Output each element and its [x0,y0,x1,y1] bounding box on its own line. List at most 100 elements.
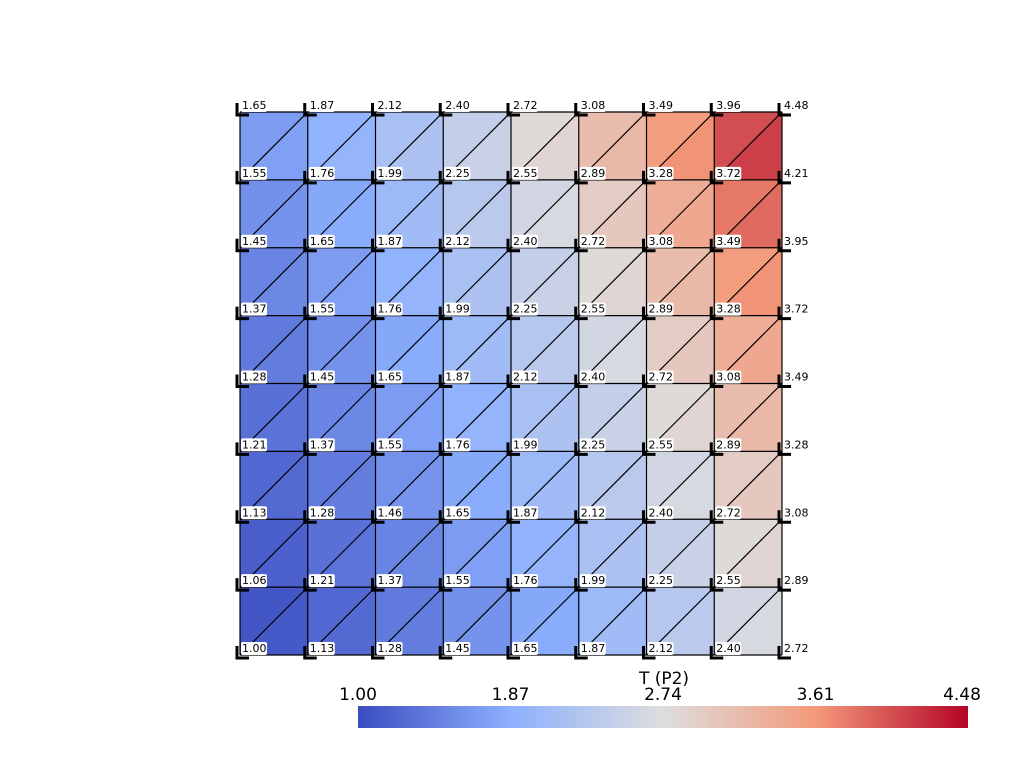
point-label-box [783,234,809,248]
point-marker [371,238,385,253]
point-marker [235,170,249,185]
point-label-box [783,642,809,655]
point-label: 1.65 [513,642,538,655]
point-label-box [783,438,809,452]
point-marker [574,646,588,660]
point-label-box [444,574,471,588]
point-label: 2.72 [784,642,809,655]
point-label-box [308,302,335,316]
point-marker [235,578,249,592]
point-marker [438,374,453,388]
point-label: 1.99 [581,574,606,587]
point-marker [777,103,791,117]
point-marker [642,103,656,117]
colorbar-tick-label: 3.61 [797,685,835,705]
point-label-box [376,302,403,316]
point-label: 2.40 [513,235,538,248]
point-marker [303,578,317,592]
point-label: 1.21 [242,438,267,451]
point-label-box [579,370,606,384]
point-label-box [647,99,674,112]
point-marker [235,103,249,117]
point-label: 1.87 [581,642,606,655]
point-label-box [715,370,742,384]
point-marker [777,442,791,456]
point-marker [303,510,317,524]
point-label: 2.12 [445,235,470,248]
point-marker [506,578,520,592]
point-label: 2.89 [716,438,741,451]
point-label: 1.87 [378,235,403,248]
point-marker [709,510,724,524]
point-marker [777,306,791,321]
point-label-box [376,370,403,384]
point-label: 1.76 [310,167,335,180]
point-label: 3.28 [716,303,741,316]
point-label-box [376,99,403,112]
point-marker [506,103,520,117]
point-marker [709,442,724,456]
point-marker [574,442,588,456]
point-label: 3.49 [716,235,741,248]
point-label: 1.45 [445,642,470,655]
point-marker [642,306,656,321]
point-marker [642,238,656,253]
point-label-box [647,574,674,588]
point-label: 1.45 [310,371,335,384]
point-label: 3.28 [784,438,809,451]
point-label-box [647,234,674,248]
point-label-box [512,302,538,316]
point-label-box [579,642,606,655]
point-label: 1.55 [310,303,335,316]
point-label-box [241,438,267,452]
point-marker [506,306,520,321]
point-label-box [241,370,267,384]
point-marker [371,442,385,456]
point-label-box [783,574,809,588]
point-marker [235,238,249,253]
point-label-box [241,99,267,112]
colorbar-tick-label: 2.74 [644,685,682,705]
point-label: 3.49 [784,371,809,384]
point-label: 3.72 [784,303,809,316]
point-label: 3.49 [649,99,674,112]
point-label: 2.40 [649,506,674,519]
point-label: 2.25 [445,167,470,180]
point-label: 1.65 [242,99,267,112]
point-marker [303,646,317,660]
colorbar-tick-label: 1.00 [339,685,377,705]
point-marker [642,578,656,592]
point-label: 2.55 [513,167,538,180]
point-label: 2.72 [649,371,674,384]
point-marker [235,442,249,456]
point-label: 2.89 [784,574,809,587]
point-marker [506,170,520,185]
point-label: 1.76 [445,438,470,451]
point-label-box [579,574,606,588]
point-label-box [241,234,267,248]
point-marker [642,374,656,388]
point-label: 4.21 [784,167,809,180]
point-marker [642,442,656,456]
point-marker [303,103,317,117]
point-label-box [241,302,267,316]
point-marker [303,374,317,388]
point-label-box [376,574,403,588]
point-marker [709,103,724,117]
point-label: 4.48 [784,99,809,112]
point-marker [303,306,317,321]
point-label: 1.13 [310,642,335,655]
point-marker [235,306,249,321]
point-label-box [444,506,471,520]
point-marker [371,374,385,388]
point-label: 1.00 [242,642,267,655]
point-label-box [308,506,335,520]
point-marker [574,578,588,592]
point-label: 3.08 [716,371,741,384]
point-marker [574,103,588,117]
colorbar [358,706,968,728]
point-marker [709,374,724,388]
point-label: 1.37 [242,303,267,316]
